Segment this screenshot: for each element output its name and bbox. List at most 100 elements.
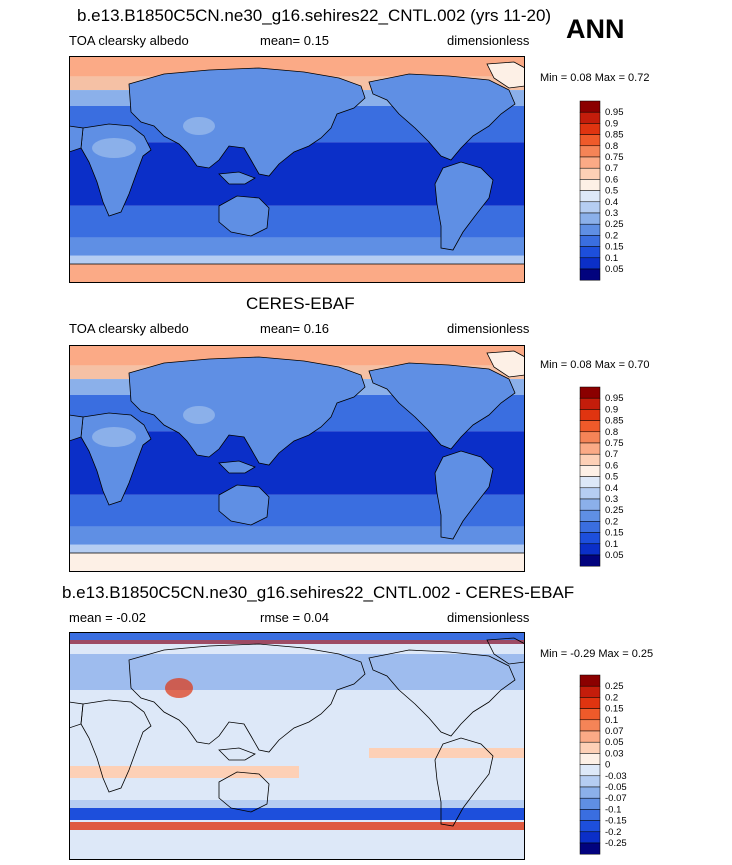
colorbar-swatch [579, 465, 601, 477]
panel3-minmax: Min = -0.29 Max = 0.25 [540, 648, 654, 660]
land-africa-east [69, 125, 84, 153]
colorbar-swatch [579, 190, 601, 203]
colorbar-label: 0.15 [605, 704, 624, 715]
colorbar-label: 0.95 [605, 107, 624, 118]
colorbar-swatch [579, 201, 601, 214]
colorbar-swatch [579, 487, 601, 500]
colorbar-label: 0.15 [605, 528, 624, 539]
colorbar-label: 0.9 [605, 118, 618, 129]
panel3-colorbar: 0.250.20.150.10.070.050.030-0.03-0.05-0.… [579, 674, 627, 855]
diff-nh-band [69, 654, 525, 690]
colorbar-swatch [579, 179, 601, 191]
land-north-america [368, 362, 516, 450]
colorbar-swatch [579, 685, 601, 698]
colorbar-swatch [579, 842, 601, 855]
colorbar-swatch [579, 532, 601, 545]
colorbar-swatch [579, 498, 601, 511]
colorbar-swatch [579, 775, 601, 788]
coast-africa-east [69, 701, 84, 729]
colorbar-label: 0.3 [605, 208, 618, 219]
colorbar-swatch [579, 786, 601, 799]
sahara-patch [92, 138, 136, 158]
colorbar-label: 0.5 [605, 472, 618, 483]
colorbar-label: 0.03 [605, 748, 624, 759]
colorbar-label: 0.6 [605, 174, 618, 185]
colorbar-swatch [579, 134, 601, 147]
colorbar-label: 0.4 [605, 197, 618, 208]
panel2-units: dimensionless [447, 321, 530, 336]
land-greenland [486, 61, 525, 89]
colorbar-label: 0.9 [605, 404, 618, 415]
land-antarctica [69, 263, 525, 283]
colorbar-swatch [579, 764, 601, 777]
colorbar-label: 0.05 [605, 264, 624, 275]
land-africa-east [69, 414, 84, 442]
colorbar-swatch [579, 268, 601, 281]
colorbar-label: -0.05 [605, 782, 627, 793]
colorbar-label: 0.75 [605, 152, 624, 163]
colorbar-swatch [579, 708, 601, 721]
colorbar-swatch [579, 809, 601, 821]
band-0 [69, 345, 525, 366]
colorbar-swatch [579, 453, 601, 466]
land-antarctica [69, 552, 525, 572]
colorbar-swatch [579, 111, 601, 124]
land-eurasia [128, 67, 366, 177]
panel1-minmax: Min = 0.08 Max = 0.72 [540, 72, 650, 84]
colorbar-swatch [579, 820, 601, 833]
colorbar-swatch [579, 235, 601, 247]
colorbar-swatch [579, 741, 601, 754]
colorbar-label: 0.2 [605, 692, 618, 703]
panel1-colorbar: 0.950.90.850.80.750.70.60.50.40.30.250.2… [579, 100, 624, 281]
panel2-mean: mean= 0.16 [260, 321, 330, 336]
colorbar-label: 0.7 [605, 449, 618, 460]
map-frame [69, 632, 525, 860]
panel1-variable: TOA clearsky albedo [69, 33, 189, 48]
colorbar-swatch [579, 719, 601, 732]
map-frame [69, 56, 525, 283]
colorbar-swatch [579, 753, 601, 765]
coast-eurasia [128, 643, 366, 753]
colorbar-label: -0.15 [605, 816, 627, 827]
colorbar-label: 0.85 [605, 416, 624, 427]
panel2-title: CERES-EBAF [246, 294, 355, 313]
colorbar-label: 0.3 [605, 494, 618, 505]
panel3-mean: mean = -0.02 [69, 610, 146, 625]
colorbar-label: 0.1 [605, 715, 618, 726]
panel3-units: dimensionless [447, 610, 530, 625]
panel2-map [69, 345, 525, 572]
colorbar-label: 0.7 [605, 163, 618, 174]
colorbar-swatch [579, 223, 601, 236]
colorbar-label: 0.25 [605, 219, 624, 230]
panel2-minmax: Min = 0.08 Max = 0.70 [540, 359, 650, 371]
colorbar-swatch [579, 156, 601, 169]
colorbar-label: 0.8 [605, 141, 618, 152]
land-south-america [434, 450, 494, 540]
colorbar-label: -0.2 [605, 827, 621, 838]
colorbar-swatch [579, 257, 601, 270]
colorbar-label: 0.6 [605, 460, 618, 471]
sahara-patch [92, 427, 136, 447]
colorbar-swatch [579, 246, 601, 259]
colorbar-swatch [579, 521, 601, 533]
panel1-map [69, 56, 525, 283]
colorbar-swatch [579, 554, 601, 567]
tibet-patch [183, 406, 215, 424]
land-indonesia [218, 460, 256, 474]
colorbar-label: -0.07 [605, 793, 627, 804]
colorbar-swatch [579, 509, 601, 522]
land-indonesia [218, 171, 256, 185]
colorbar-swatch [579, 397, 601, 410]
panel3-map [69, 632, 525, 860]
colorbar-label: 0 [605, 760, 610, 771]
coast-africa [80, 699, 152, 793]
colorbar-label: -0.1 [605, 804, 621, 815]
coast-indonesia [218, 747, 256, 761]
colorbar-swatch [579, 123, 601, 135]
panel1-mean: mean= 0.15 [260, 33, 330, 48]
colorbar-label: 0.2 [605, 516, 618, 527]
coast-greenland [486, 637, 525, 665]
colorbar-swatch [579, 730, 601, 743]
band-6 [69, 237, 525, 256]
panel1-title: b.e13.B1850C5CN.ne30_g16.sehires22_CNTL.… [77, 6, 552, 25]
